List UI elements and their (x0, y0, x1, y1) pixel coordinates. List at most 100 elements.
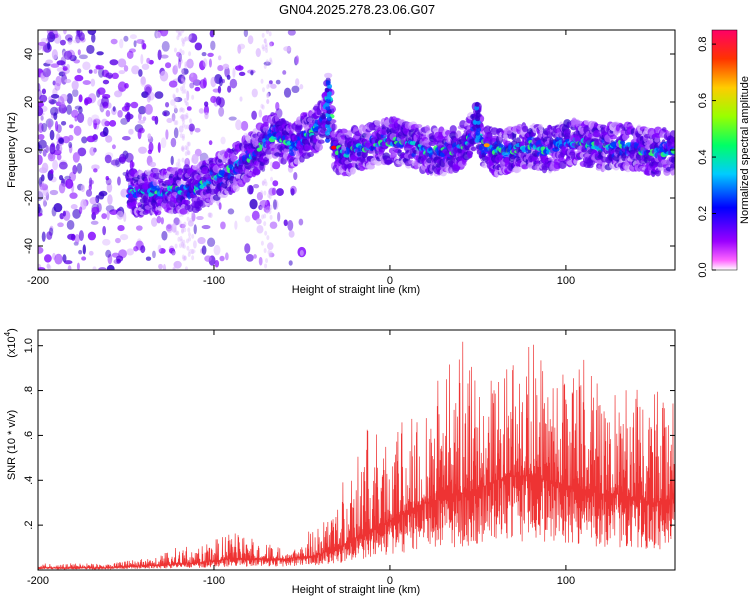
spectrogram-blob (101, 118, 108, 127)
spectrogram-blob (62, 254, 67, 263)
spectrogram-y-ticks: -40 -20 0 20 40 (23, 48, 675, 254)
spectrogram-blob (271, 161, 281, 170)
spectrogram-blob (331, 123, 336, 132)
spectrogram-blob (234, 220, 238, 230)
spectrogram-blob (41, 184, 49, 191)
spectrogram-blob (88, 177, 93, 187)
spectrogram-blob (42, 148, 47, 157)
spectrogram-blob (227, 85, 232, 93)
spectrogram-blob (67, 39, 73, 45)
spectrogram-blob (670, 163, 675, 169)
spectrogram-blob (325, 80, 331, 86)
spectrogram-blob (181, 145, 185, 151)
spectrogram-blob (180, 76, 184, 82)
spectrogram-blob (251, 210, 260, 221)
spectrogram-blob (183, 97, 187, 103)
spectrogram-blob (72, 164, 78, 175)
spectrogram-blob (117, 81, 127, 92)
spectrogram-blob (171, 113, 176, 122)
spectrogram-blob (180, 75, 185, 83)
spectrogram-blob (95, 195, 100, 204)
spectrogram-blob (38, 41, 47, 46)
spectrogram-blob (186, 106, 192, 111)
spectrogram-blob (186, 245, 190, 251)
spectrogram-blob (78, 206, 83, 215)
spectrogram-blob (181, 133, 185, 139)
spectrogram-blob (264, 200, 268, 206)
spectrogram-blob (201, 52, 207, 57)
spectrogram-blob (90, 220, 99, 225)
spectrogram-blob (414, 123, 423, 129)
spectrogram-blob (63, 50, 73, 60)
spectrogram-blob (181, 227, 185, 233)
spectrogram-blob (177, 236, 181, 242)
spectrogram-blob (39, 183, 49, 191)
spectrogram-blob (49, 189, 59, 196)
spectrogram-blob (160, 54, 169, 59)
spectrogram-blob (182, 243, 186, 249)
spectrogram-blob (268, 194, 272, 200)
spectrogram-blob (81, 256, 87, 261)
spectrogram-blob (184, 145, 188, 151)
spectrogram-blob (181, 50, 185, 56)
spectrogram-blob (262, 87, 266, 93)
spectrogram-blob (217, 55, 222, 61)
spectrogram-blob (188, 118, 192, 124)
spectrogram-blob (182, 118, 186, 124)
spectrogram-blob (255, 48, 261, 58)
spectrogram-blob (272, 180, 279, 187)
spectrogram-blob (63, 30, 67, 35)
spectrogram-blob (52, 252, 56, 260)
spectrogram-blob (90, 114, 100, 124)
spectrogram-blob (68, 141, 73, 149)
spectrogram-blob (56, 153, 62, 161)
spectrogram-blob (98, 267, 107, 270)
spectrogram-blob (266, 92, 270, 98)
spectrogram-blob (265, 48, 269, 54)
spectrogram-blob (172, 250, 176, 256)
spectrogram-blob (208, 58, 212, 68)
spectrogram-blob (183, 255, 187, 261)
spectrogram-blob (50, 169, 54, 175)
colorbar-tick-label: 0.4 (697, 149, 709, 164)
spectrogram-blob (47, 41, 51, 50)
spectrogram-blob (147, 133, 152, 140)
spectrogram-blob (186, 58, 194, 69)
spectrogram-blob (46, 263, 51, 269)
spectrogram-blob (261, 44, 265, 50)
spectrogram-blob (64, 175, 71, 180)
spectrogram-blob (182, 80, 186, 86)
spectrogram-blob (266, 99, 270, 105)
spectrogram-blob (181, 69, 185, 75)
spectrogram-blob (261, 32, 265, 38)
colorbar-tick-label: 0.6 (697, 93, 709, 108)
spectrogram-blob (349, 167, 357, 175)
spectrogram-blob (187, 252, 191, 258)
spectrogram-blob (193, 224, 197, 235)
figure-title: GN04.2025.278.23.06.G07 (279, 2, 435, 17)
spectrogram-blob (265, 148, 273, 155)
spectrogram-blob (138, 69, 143, 77)
spectrogram-blob (264, 44, 268, 50)
spectrogram-blob (261, 180, 265, 186)
spectrogram-blob (89, 197, 98, 205)
spectrogram-blob (54, 253, 63, 265)
spectrogram-blob (218, 76, 223, 87)
spectrogram-blob (133, 200, 138, 205)
spectrogram-blob (283, 87, 292, 98)
spectrogram-blob (174, 230, 178, 236)
colorbar-label: Normalized spectral amplitude (739, 76, 750, 224)
spectrogram-blob (141, 91, 149, 99)
spectrogram-blob (40, 115, 44, 121)
spectrogram-blob (181, 107, 185, 113)
snr-x-tick-label: 100 (557, 575, 575, 587)
spectrogram-blob (283, 46, 292, 52)
spectrogram-blob (73, 59, 81, 64)
spectrogram-blob (160, 217, 164, 225)
spectrogram-blob (269, 161, 273, 167)
spectrogram-blob (104, 120, 110, 127)
spectrogram-blob (119, 38, 124, 49)
spectrogram-blob (181, 68, 189, 75)
spectrogram-blob (201, 245, 207, 255)
